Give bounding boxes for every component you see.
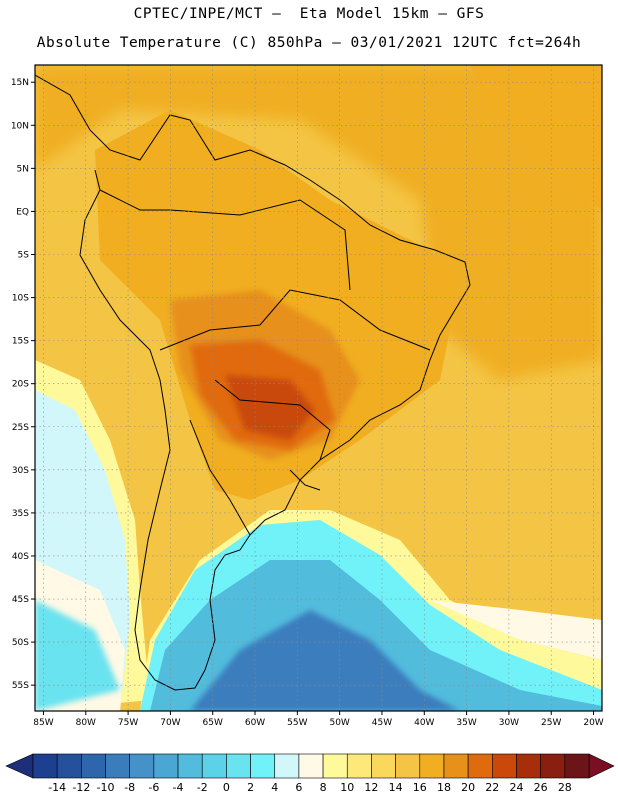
map-subtitle: Absolute Temperature (C) 850hPa – 03/01/… xyxy=(36,35,582,51)
colorbar-swatch xyxy=(322,753,348,779)
border-6 xyxy=(289,469,321,491)
colorbar-label: 4 xyxy=(271,781,278,794)
x-tick-label: 40W xyxy=(414,718,434,728)
field-south-deep xyxy=(190,610,460,711)
colorbar-swatch xyxy=(153,753,179,779)
coastlines xyxy=(35,74,471,691)
x-tick-label: 25W xyxy=(541,718,561,728)
colorbar-label: 0 xyxy=(223,781,230,794)
colorbar-swatch xyxy=(250,753,276,779)
y-tick-label: 40S xyxy=(12,552,29,562)
map-frame xyxy=(34,64,603,712)
colorbar-swatch xyxy=(201,753,227,779)
x-tick-label: 45W xyxy=(372,718,392,728)
colorbar-swatch xyxy=(274,753,300,779)
colorbar-swatch xyxy=(346,753,372,779)
field-south-cream xyxy=(430,600,602,660)
colorbar-swatch xyxy=(81,753,106,779)
colorbar: -14 -12 -10 -8 -6 -4 -2 0 2 4 6 8 10 12 14 16 18 20 22 24 26… xyxy=(5,753,615,794)
y-tick-label: 20S xyxy=(12,380,29,390)
y-tick-label: 5N xyxy=(17,164,29,174)
y-tick-label: 30S xyxy=(12,466,29,476)
y-tick-label: 10N xyxy=(11,121,29,131)
x-tick-label: 55W xyxy=(287,718,307,728)
border-4 xyxy=(189,419,251,536)
colorbar-label: 20 xyxy=(461,781,475,794)
colorbar-over-arrow xyxy=(588,753,615,779)
colorbar-swatch xyxy=(516,753,541,779)
y-tick-label: 15S xyxy=(12,337,29,347)
colorbar-label: 26 xyxy=(534,781,548,794)
x-tick-label: 20W xyxy=(583,718,603,728)
colorbar-label: 18 xyxy=(437,781,451,794)
colorbar-swatch xyxy=(443,753,469,779)
temperature-field xyxy=(35,65,602,711)
colorbar-label: -2 xyxy=(197,781,208,794)
x-tick-label: 70W xyxy=(160,718,180,728)
x-tick-label: 85W xyxy=(33,718,53,728)
y-tick-label: EQ xyxy=(16,207,29,217)
border-2 xyxy=(169,199,351,291)
longitude-ticks: 85W 80W 75W 70W 65W 60W 55W 50W 45W 40W 35W 30W 25W 2… xyxy=(33,711,604,728)
border-3 xyxy=(214,379,331,461)
field-warm-ne xyxy=(470,65,602,210)
y-tick-label: 45S xyxy=(12,595,29,605)
colorbar-label: 8 xyxy=(320,781,327,794)
x-tick-label: 35W xyxy=(456,718,476,728)
colorbar-swatch xyxy=(298,753,324,779)
colorbar-swatch xyxy=(419,753,445,779)
y-tick-label: 50S xyxy=(12,638,29,648)
colorbar-label: -6 xyxy=(148,781,159,794)
colorbar-swatch xyxy=(395,753,421,779)
y-tick-label: 10S xyxy=(12,294,29,304)
y-tick-label: 35S xyxy=(12,509,29,519)
colorbar-swatch xyxy=(564,753,590,779)
x-tick-label: 65W xyxy=(203,718,223,728)
colorbar-swatch xyxy=(467,753,493,779)
y-tick-label: 5S xyxy=(18,250,30,260)
border-1 xyxy=(159,289,431,351)
colorbar-swatch xyxy=(540,753,566,779)
field-hot-3 xyxy=(225,375,315,440)
x-tick-label: 75W xyxy=(118,718,138,728)
colorbar-swatch xyxy=(226,753,251,779)
colorbar-label: -10 xyxy=(97,781,115,794)
colorbar-label: -4 xyxy=(173,781,184,794)
colorbar-label: 22 xyxy=(485,781,499,794)
colorbar-label: -12 xyxy=(72,781,90,794)
y-tick-label: 25S xyxy=(12,423,29,433)
border-5 xyxy=(99,189,170,211)
colorbar-swatch xyxy=(32,753,58,779)
continent-outline xyxy=(35,74,471,691)
colorbar-label: 10 xyxy=(340,781,354,794)
x-tick-label: 80W xyxy=(76,718,96,728)
colorbar-label: 6 xyxy=(295,781,302,794)
colorbar-label: 24 xyxy=(509,781,523,794)
colorbar-label: -14 xyxy=(48,781,66,794)
y-tick-label: 15N xyxy=(11,78,29,88)
colorbar-swatch xyxy=(56,753,82,779)
colorbar-swatch xyxy=(492,753,517,779)
x-tick-label: 30W xyxy=(499,718,519,728)
colorbar-under-arrow xyxy=(5,753,34,779)
colorbar-swatch xyxy=(371,753,396,779)
colorbar-label: 14 xyxy=(389,781,403,794)
colorbar-label: 12 xyxy=(364,781,378,794)
colorbar-swatch xyxy=(177,753,203,779)
colorbar-label: 28 xyxy=(558,781,572,794)
colorbar-label: -8 xyxy=(124,781,135,794)
colorbar-swatch xyxy=(105,753,130,779)
colorbar-label: 2 xyxy=(247,781,254,794)
colorbar-label: 16 xyxy=(413,781,427,794)
latitude-ticks: 15N 10N 5N EQ 5S 10S 15S 20S 25S 30S 35S 40S 45S 50S 5… xyxy=(11,78,35,691)
colorbar-swatch xyxy=(129,753,155,779)
x-tick-label: 60W xyxy=(245,718,265,728)
x-tick-label: 50W xyxy=(329,718,349,728)
y-tick-label: 55S xyxy=(12,681,29,691)
lat-lon-grid xyxy=(35,65,602,711)
field-pacific-cyan xyxy=(35,600,120,711)
map-title: CPTEC/INPE/MCT – Eta Model 15km – GFS xyxy=(133,6,485,22)
